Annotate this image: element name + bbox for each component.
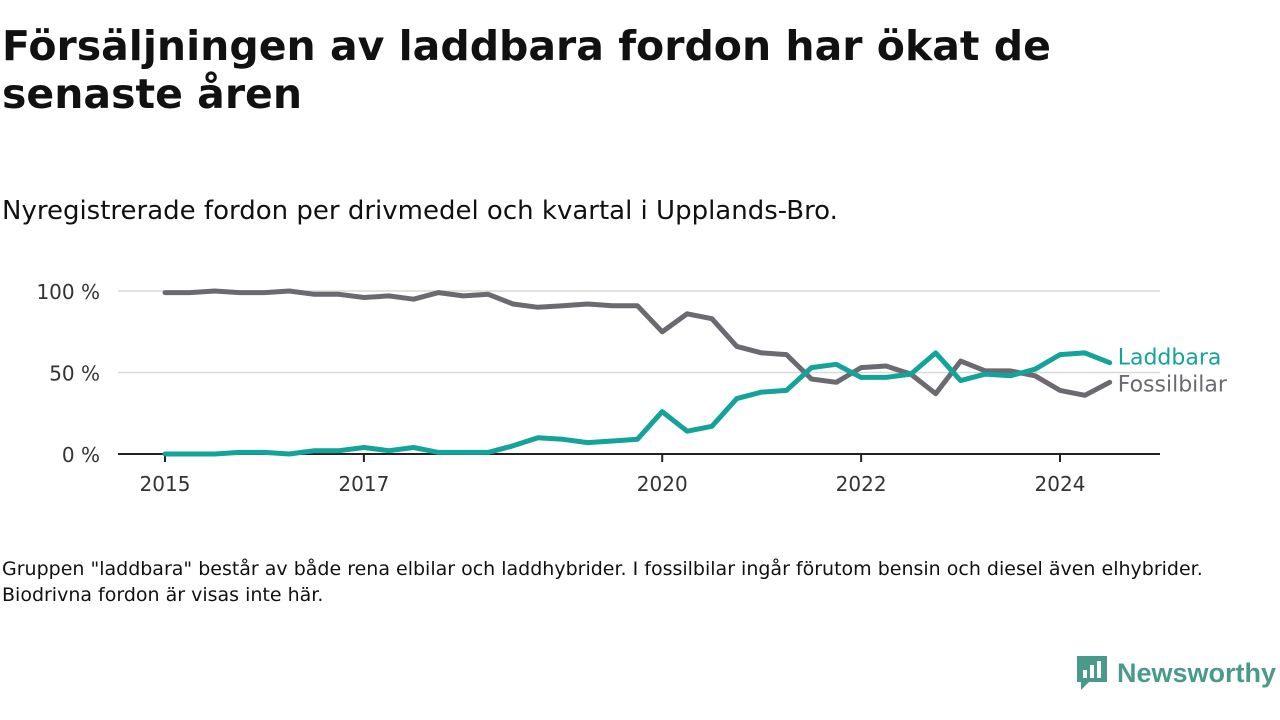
y-tick-label: 100 %: [36, 280, 100, 304]
y-tick-label: 50 %: [49, 362, 100, 386]
chart-title: Försäljningen av laddbara fordon har öka…: [2, 22, 1051, 118]
brand-logo[interactable]: Newsworthy: [1075, 654, 1276, 692]
x-tick-label: 2024: [1035, 472, 1086, 496]
newsworthy-logo-icon: [1076, 656, 1107, 690]
x-tick-label: 2020: [637, 472, 688, 496]
brand-name: Newsworthy: [1116, 657, 1276, 688]
series-line-laddbara: [162, 350, 1113, 457]
chart-footnote: Gruppen "laddbara" består av både rena e…: [2, 558, 1203, 606]
series-label-laddbara: Laddbara: [1118, 346, 1222, 371]
x-tick-label: 2015: [140, 472, 191, 496]
series-label-fossilbilar: Fossilbilar: [1118, 372, 1228, 397]
chart-subtitle: Nyregistrerade fordon per drivmedel och …: [2, 196, 838, 226]
x-tick-label: 2022: [836, 472, 887, 496]
x-tick-label: 2017: [338, 472, 389, 496]
y-tick-label: 0 %: [62, 443, 100, 467]
line-chart: 0 % 50 % 100 % 2015 2017 2020 2022 2024 Laddbara…: [36, 280, 1228, 496]
